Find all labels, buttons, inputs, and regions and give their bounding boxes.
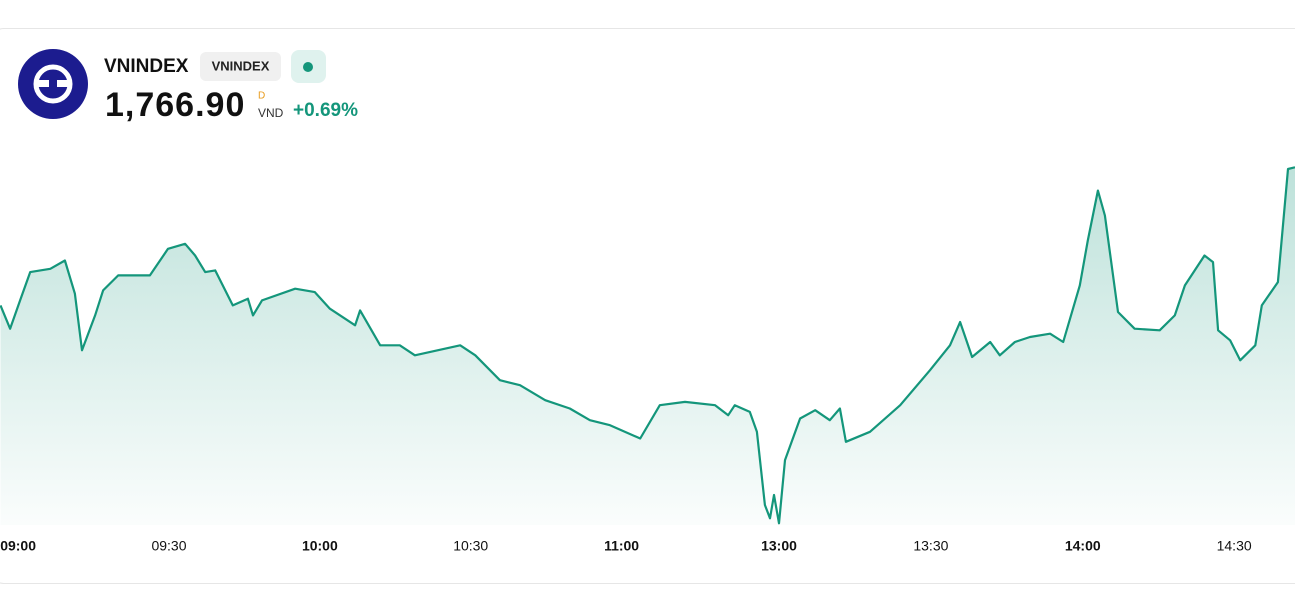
x-tick-label: 11:00: [604, 538, 639, 554]
x-tick-label: 14:00: [1065, 538, 1101, 554]
change: +0.69%: [293, 100, 358, 121]
price-line: [0, 166, 1295, 525]
x-tick-label: 13:30: [913, 538, 948, 554]
currency: VND: [258, 106, 284, 120]
badge[interactable]: [200, 52, 281, 81]
x-tick-label: 13:00: [761, 538, 797, 554]
price-note: D: [258, 91, 265, 102]
badge-text: VNINDEX: [212, 58, 270, 73]
x-tick-label: 09:00: [0, 538, 36, 554]
x-tick-label: 14:30: [1217, 538, 1252, 554]
index-name: VNINDEX: [104, 56, 189, 77]
x-tick-label: 09:30: [151, 538, 186, 554]
status-dot: [303, 62, 313, 72]
x-tick-label: 10:00: [302, 538, 338, 554]
x-tick-label: 10:30: [453, 538, 488, 554]
area: [0, 167, 1295, 526]
logo-gap: [49, 77, 57, 90]
price: 1,766.90: [105, 86, 245, 124]
